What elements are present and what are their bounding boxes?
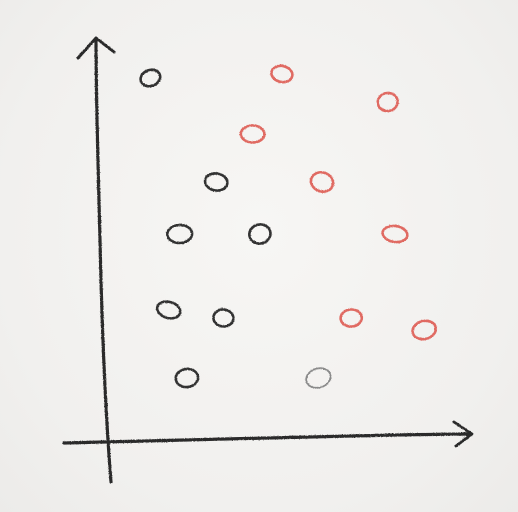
data-point-black: [248, 223, 272, 245]
data-point-black: [174, 367, 200, 389]
data-point-black: [155, 300, 182, 320]
data-point-red: [411, 319, 438, 341]
x-axis-arrowhead: [452, 420, 474, 448]
x-axis-line: [62, 432, 472, 445]
y-axis-arrowhead: [76, 36, 116, 60]
data-point-red: [339, 308, 364, 328]
data-point-red: [309, 171, 335, 193]
data-points: [139, 64, 438, 389]
data-point-grey: [305, 367, 332, 389]
data-point-red: [381, 224, 409, 244]
data-point-red: [239, 124, 266, 144]
data-point-black: [212, 308, 235, 328]
axes: [62, 36, 474, 484]
data-point-red: [270, 64, 294, 84]
data-point-black: [139, 68, 162, 88]
data-point-black: [203, 172, 229, 192]
data-point-black: [166, 223, 194, 245]
data-point-red: [376, 91, 399, 113]
y-axis-line: [94, 38, 113, 484]
